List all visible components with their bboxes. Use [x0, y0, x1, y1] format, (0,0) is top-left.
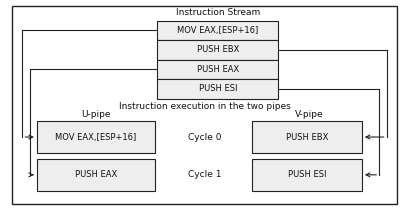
- Text: PUSH EAX: PUSH EAX: [197, 65, 239, 74]
- Text: Instruction execution in the two pipes: Instruction execution in the two pipes: [119, 102, 290, 110]
- FancyBboxPatch shape: [157, 60, 278, 79]
- FancyBboxPatch shape: [157, 21, 278, 40]
- Text: PUSH EBX: PUSH EBX: [197, 45, 239, 54]
- Text: PUSH EAX: PUSH EAX: [75, 170, 117, 179]
- Text: PUSH ESI: PUSH ESI: [198, 84, 237, 93]
- Text: MOV EAX,[ESP+16]: MOV EAX,[ESP+16]: [177, 26, 258, 35]
- FancyBboxPatch shape: [252, 159, 362, 191]
- Text: MOV EAX,[ESP+16]: MOV EAX,[ESP+16]: [56, 133, 137, 142]
- Text: V-pipe: V-pipe: [294, 110, 323, 119]
- FancyBboxPatch shape: [157, 79, 278, 99]
- Text: Instruction Stream: Instruction Stream: [176, 8, 260, 17]
- Text: Cycle 1: Cycle 1: [188, 170, 221, 179]
- Text: PUSH EBX: PUSH EBX: [285, 133, 328, 142]
- Text: Cycle 0: Cycle 0: [188, 133, 221, 142]
- FancyBboxPatch shape: [37, 121, 155, 153]
- Text: PUSH ESI: PUSH ESI: [288, 170, 326, 179]
- Text: U-pipe: U-pipe: [81, 110, 111, 119]
- FancyBboxPatch shape: [37, 159, 155, 191]
- FancyBboxPatch shape: [252, 121, 362, 153]
- FancyBboxPatch shape: [157, 40, 278, 60]
